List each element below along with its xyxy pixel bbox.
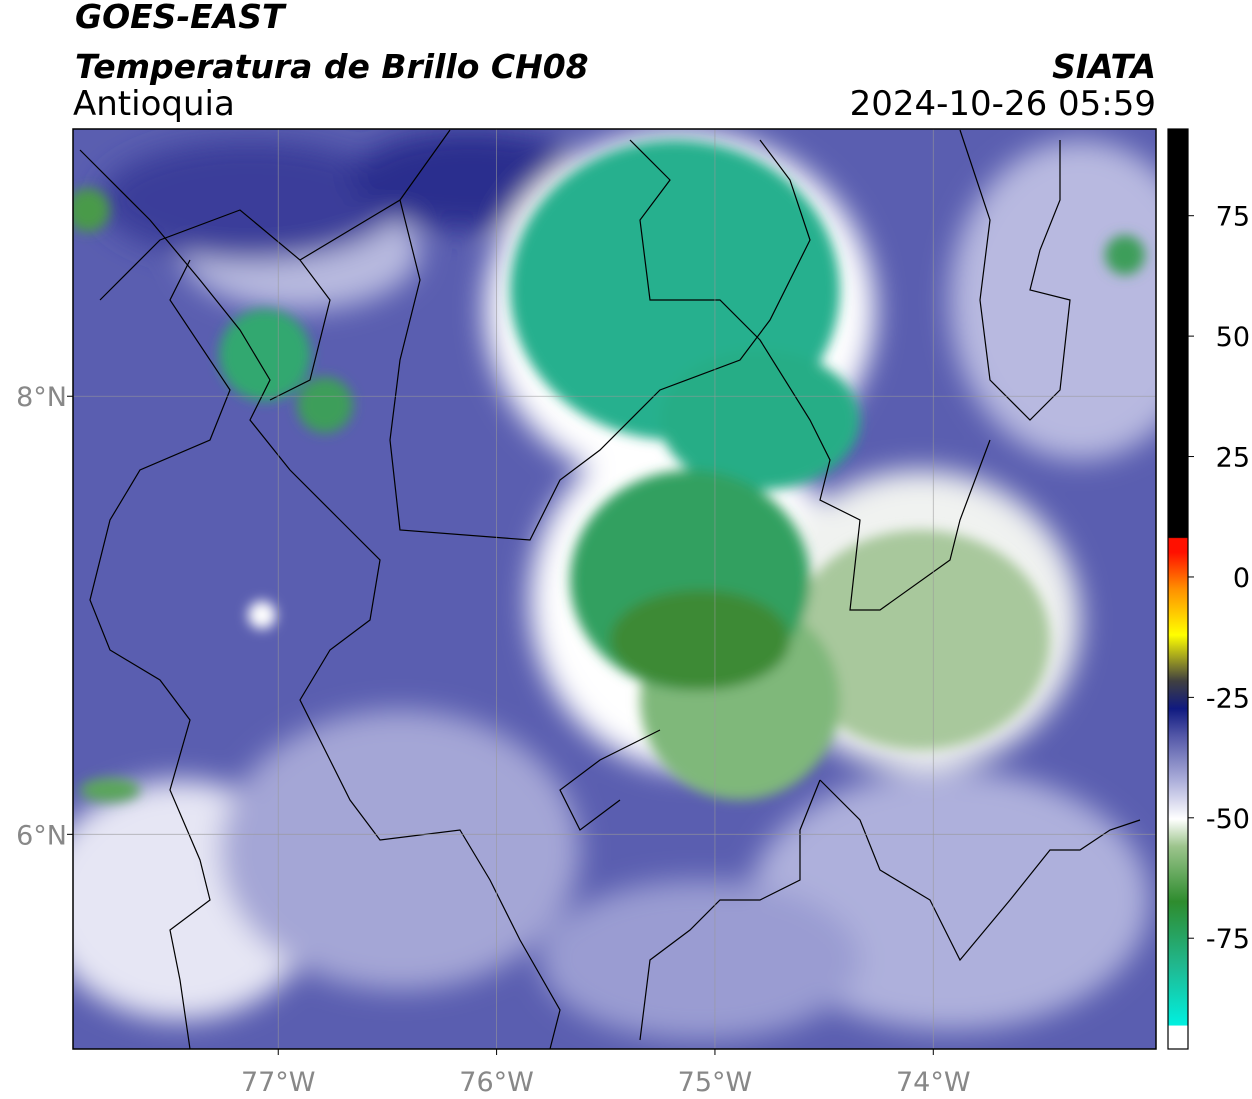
x-tick-label: 77°W: [241, 1067, 316, 1098]
graticule: [73, 129, 1156, 1049]
map-frame: [72, 128, 1157, 1050]
y-tick-label: 6°N: [16, 820, 67, 851]
satellite-title: GOES-EAST: [75, 0, 287, 36]
datetime-label: 2024-10-26 05:59: [850, 84, 1156, 124]
colorbar-tick-label: 25: [1216, 443, 1250, 474]
colorbar: [1167, 128, 1189, 1050]
region-label: Antioquia: [73, 84, 235, 124]
x-tick-label: 75°W: [678, 1067, 753, 1098]
colorbar-tick-label: 50: [1216, 322, 1250, 353]
x-tick-label: 76°W: [459, 1067, 534, 1098]
colorbar-tick-label: 0: [1233, 563, 1250, 594]
y-tick-label: 8°N: [16, 382, 67, 413]
colorbar-tick-label: -50: [1206, 804, 1250, 835]
colorbar-tick-label: -75: [1206, 924, 1250, 955]
x-tick-label: 74°W: [896, 1067, 971, 1098]
product-title: Temperatura de Brillo CH08: [75, 47, 589, 86]
colorbar-tick-label: -25: [1206, 683, 1250, 714]
colorbar-tick-label: 75: [1216, 202, 1250, 233]
source-label: SIATA: [1052, 47, 1156, 86]
satellite-image: [73, 129, 1156, 1049]
